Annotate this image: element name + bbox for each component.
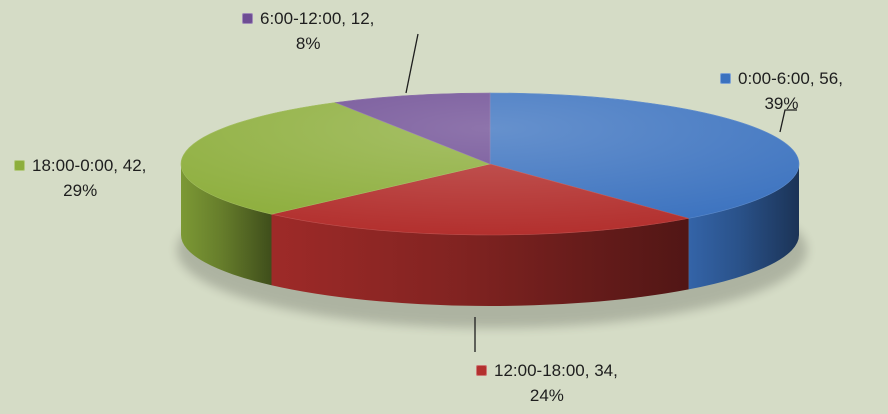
data-label-6-12: 6:00-12:00, 12, 8%: [242, 6, 374, 56]
leader-6-12: [405, 33, 419, 94]
swatch-18-0-icon: [14, 160, 25, 171]
leader-lines: [405, 33, 797, 352]
data-label-12-18: 12:00-18:00, 34, 24%: [476, 358, 618, 408]
data-label-18-0: 18:00-0:00, 42, 29%: [14, 153, 146, 203]
pie-side-12:00-18:00: [271, 214, 689, 306]
leader-0-6: [779, 109, 797, 133]
swatch-0-6-icon: [720, 73, 731, 84]
swatch-6-12-icon: [242, 13, 253, 24]
data-label-0-6: 0:00-6:00, 56, 39%: [720, 66, 843, 116]
pie-top-faces: [180, 92, 800, 236]
swatch-12-18-icon: [476, 365, 487, 376]
